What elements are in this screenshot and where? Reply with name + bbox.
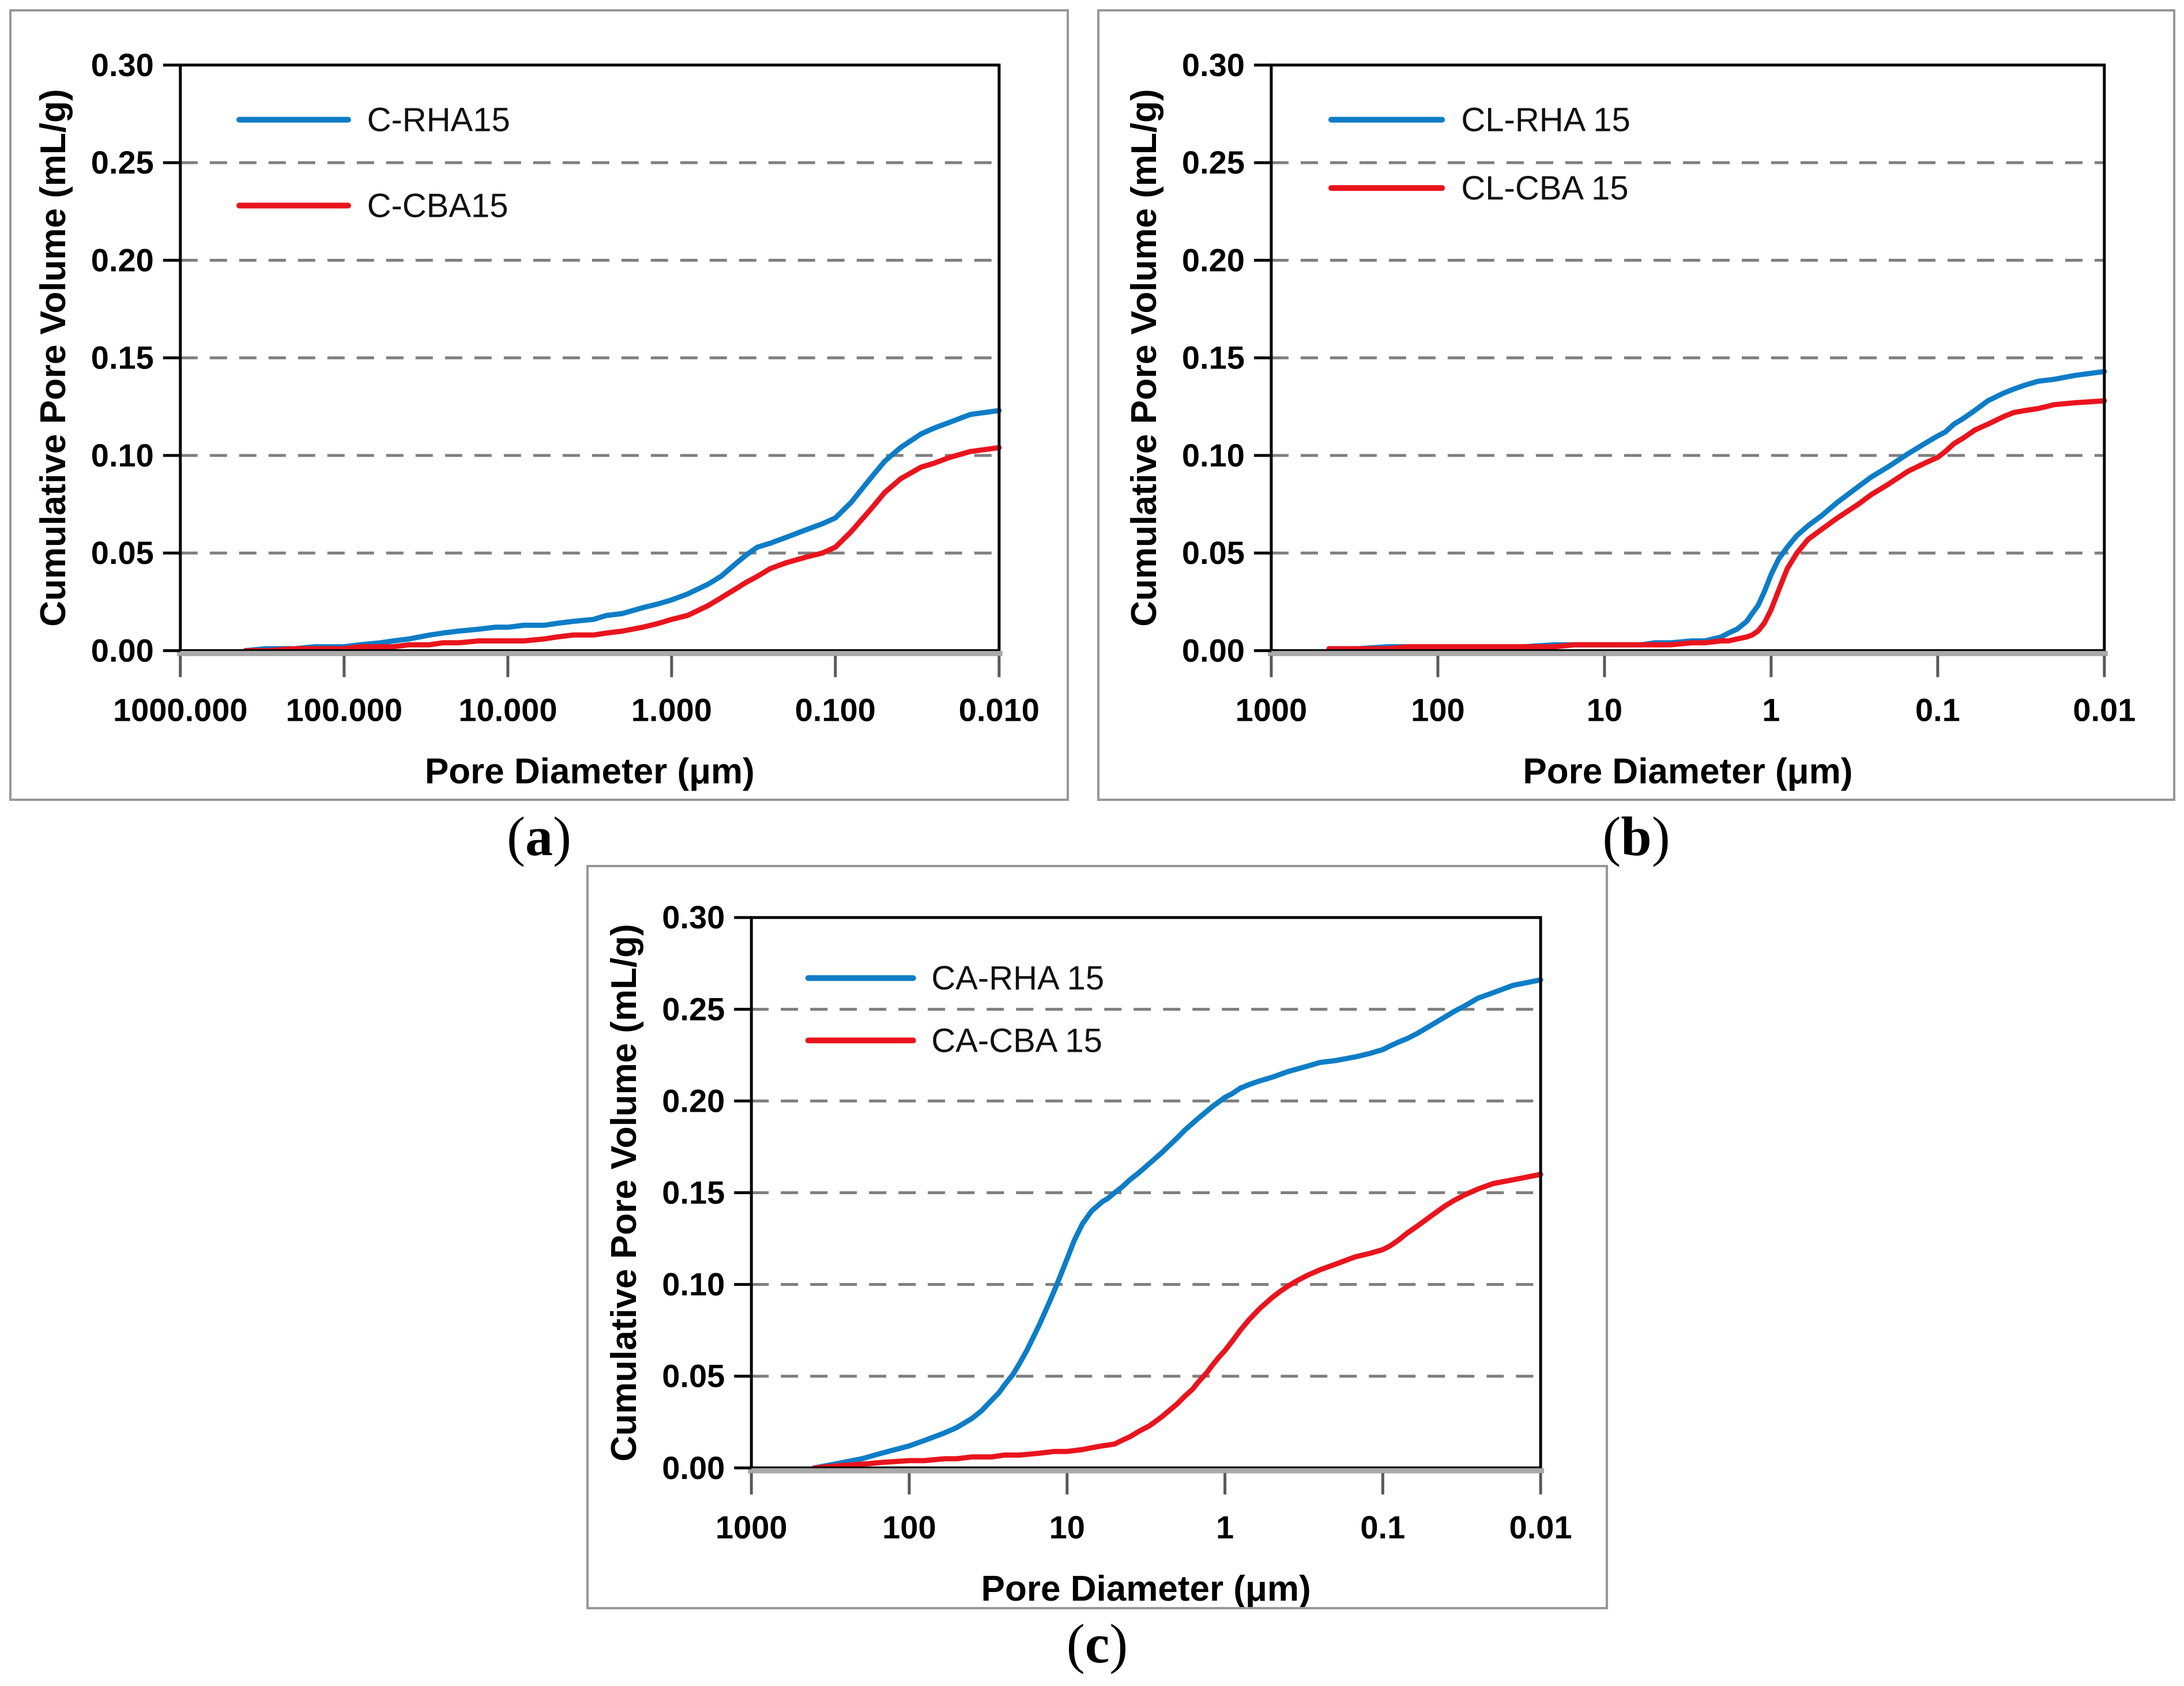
x-axis-title: Pore Diameter (μm) — [981, 1569, 1311, 1607]
caption-close-paren: ) — [1109, 1613, 1128, 1674]
y-tick-label: 0.00 — [91, 632, 154, 668]
x-tick-label: 100.000 — [286, 691, 402, 728]
x-tick-label: 10 — [1587, 691, 1622, 728]
y-tick-label: 0.20 — [1182, 242, 1245, 278]
x-tick-label: 10.000 — [458, 691, 557, 728]
y-tick-label: 0.30 — [662, 899, 725, 935]
y-tick-label: 0.10 — [91, 437, 154, 473]
legend-label-CA-CBA 15: CA-CBA 15 — [931, 1022, 1102, 1059]
x-tick-label: 1 — [1216, 1509, 1234, 1545]
series-line-C-CBA15 — [243, 445, 1002, 653]
x-tick-label: 0.1 — [1915, 691, 1960, 728]
y-tick-label: 0.30 — [91, 47, 154, 83]
y-tick-label: 0.15 — [1182, 340, 1245, 376]
x-tick-label: 1.000 — [631, 691, 712, 728]
y-axis-title: Cumulative Pore Volume (mL/g) — [604, 924, 644, 1461]
y-tick-label: 0.10 — [1182, 437, 1245, 473]
x-tick-label: 0.1 — [1360, 1509, 1405, 1545]
chart-c-svg: 1000 100 10 1 0.1 0.01 0.00 0.05 0.10 0.15 0.20 0.2… — [604, 899, 1572, 1607]
y-tick-label: 0.20 — [91, 242, 154, 278]
y-tick-label: 0.15 — [662, 1175, 725, 1211]
legend-label-C-RHA15: C-RHA15 — [367, 101, 510, 139]
x-axis-title: Pore Diameter (μm) — [1523, 751, 1852, 791]
chart-a-svg: 1000.000 100.000 10.000 1.000 0.100 0.010 0.00… — [33, 47, 1040, 792]
caption-letter: b — [1621, 806, 1652, 867]
y-tick-label: 0.25 — [662, 991, 725, 1027]
x-tick-label: 0.01 — [2073, 691, 2136, 728]
y-tick-label: 0.05 — [662, 1358, 725, 1394]
legend-label-CL-CBA 15: CL-CBA 15 — [1461, 170, 1628, 207]
caption-open-paren: ( — [1066, 1613, 1085, 1674]
series-line-CA-RHA 15 — [811, 977, 1543, 1471]
caption-open-paren: ( — [1602, 806, 1621, 867]
x-axis-title: Pore Diameter (μm) — [425, 751, 755, 791]
y-tick-label: 0.05 — [1182, 535, 1245, 571]
x-tick-label: 1000 — [1236, 691, 1308, 728]
caption-letter: a — [525, 806, 553, 867]
legend-label-CA-RHA 15: CA-RHA 15 — [931, 959, 1104, 997]
y-tick-label: 0.00 — [662, 1450, 725, 1486]
chart-b-svg: 1000 100 10 1 0.1 0.01 0.00 0.05 0.10 0.15 0.20 0.2… — [1124, 47, 2136, 792]
y-tick-label: 0.10 — [662, 1266, 725, 1303]
series-line-CA-CBA 15 — [811, 1172, 1543, 1471]
chart-panel-c: 1000 100 10 1 0.1 0.01 0.00 0.05 0.10 0.15 0.20 0.2… — [586, 865, 1608, 1609]
y-tick-label: 0.25 — [91, 144, 154, 180]
x-tick-label: 0.01 — [1509, 1509, 1572, 1545]
panel-caption-a: (a) — [9, 806, 1069, 867]
x-tick-label: 100 — [882, 1509, 936, 1545]
legend-label-C-CBA15: C-CBA15 — [367, 187, 509, 225]
y-tick-label: 0.30 — [1182, 47, 1245, 83]
legend-label-CL-RHA 15: CL-RHA 15 — [1461, 101, 1630, 139]
series-line-C-RHA15 — [243, 408, 1002, 653]
x-tick-label: 1000 — [716, 1509, 788, 1545]
chart-panel-b: 1000 100 10 1 0.1 0.01 0.00 0.05 0.10 0.15 0.20 0.2… — [1097, 9, 2175, 801]
chart-panel-a: 1000.000 100.000 10.000 1.000 0.100 0.010 0.00… — [9, 9, 1069, 801]
x-tick-label: 100 — [1411, 691, 1464, 728]
panel-caption-b: (b) — [1097, 806, 2175, 867]
y-tick-label: 0.20 — [662, 1082, 725, 1119]
caption-open-paren: ( — [507, 806, 525, 867]
x-tick-label: 1 — [1762, 691, 1780, 728]
caption-close-paren: ) — [1651, 806, 1670, 867]
y-axis-title: Cumulative Pore Volume (mL/g) — [33, 89, 73, 626]
y-axis-title: Cumulative Pore Volume (mL/g) — [1124, 89, 1164, 626]
x-tick-label: 0.010 — [959, 691, 1040, 728]
panel-caption-c: (c) — [586, 1613, 1608, 1674]
x-tick-label: 10 — [1049, 1509, 1085, 1545]
series-line-CL-CBA 15 — [1326, 398, 2107, 652]
x-tick-label: 1000.000 — [113, 691, 248, 728]
y-tick-label: 0.25 — [1182, 144, 1245, 180]
y-tick-label: 0.00 — [1182, 632, 1245, 668]
caption-letter: c — [1085, 1613, 1110, 1674]
y-tick-label: 0.05 — [91, 535, 154, 571]
caption-close-paren: ) — [553, 806, 571, 867]
series-line-CL-RHA 15 — [1326, 368, 2107, 652]
x-tick-label: 0.100 — [795, 691, 876, 728]
y-tick-label: 0.15 — [91, 340, 154, 376]
